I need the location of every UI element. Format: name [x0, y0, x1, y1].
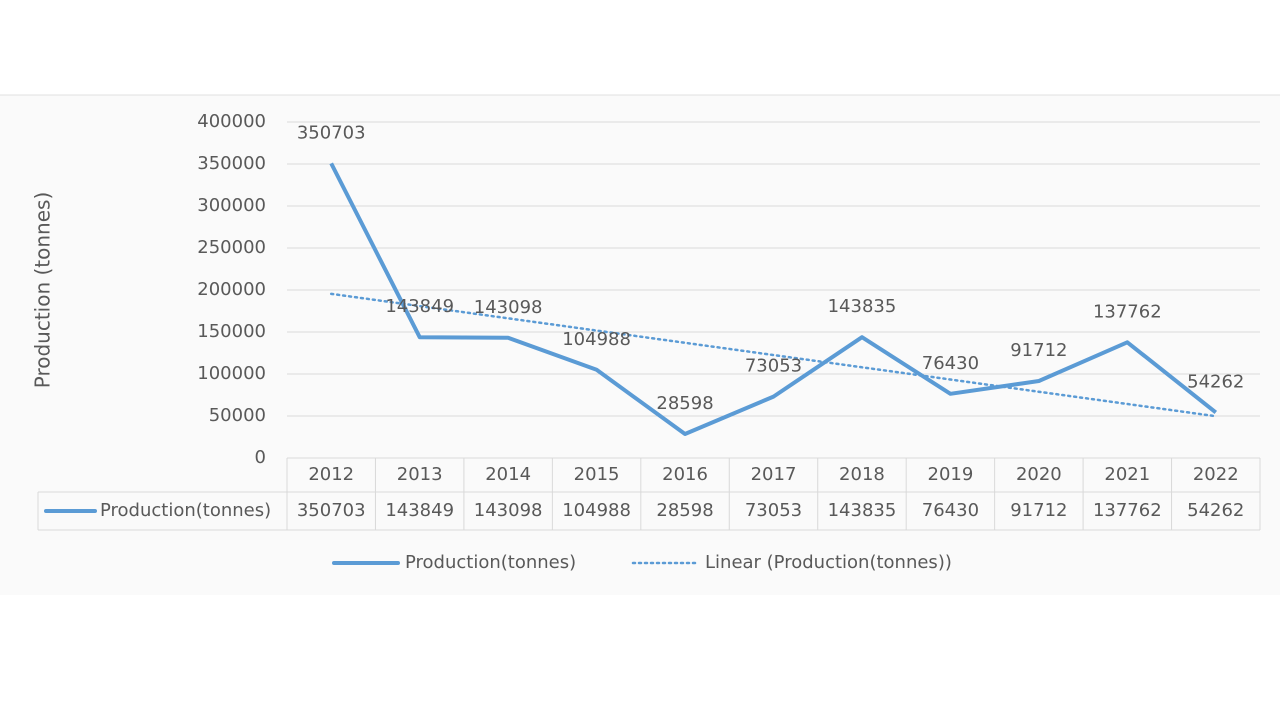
x-tick-label: 2022: [1193, 464, 1239, 485]
data-label: 143098: [474, 297, 543, 318]
x-tick-label: 2013: [397, 464, 443, 485]
table-value: 104988: [562, 500, 631, 521]
data-label: 350703: [297, 122, 366, 143]
legend-label: Linear (Production(tonnes)): [705, 552, 952, 573]
data-label: 54262: [1187, 371, 1244, 392]
trendline: [329, 292, 1218, 418]
y-tick-label: 250000: [197, 237, 266, 258]
x-tick-label: 2017: [751, 464, 797, 485]
x-tick-label: 2016: [662, 464, 708, 485]
table-value: 54262: [1187, 500, 1244, 521]
data-label: 104988: [562, 329, 631, 350]
y-tick-label: 300000: [197, 195, 266, 216]
table-value: 91712: [1010, 500, 1067, 521]
table-series-name: Production(tonnes): [100, 500, 271, 521]
x-tick-label: 2015: [574, 464, 620, 485]
x-tick-label: 2021: [1104, 464, 1150, 485]
x-tick-label: 2012: [308, 464, 354, 485]
series-line: [329, 162, 1218, 436]
table-value: 143849: [385, 500, 454, 521]
legend-label: Production(tonnes): [405, 552, 576, 573]
y-tick-label: 100000: [197, 363, 266, 384]
table-value: 143098: [474, 500, 543, 521]
y-tick-label: 200000: [197, 279, 266, 300]
x-tick-label: 2019: [928, 464, 974, 485]
table-value: 350703: [297, 500, 366, 521]
data-label: 137762: [1093, 301, 1162, 322]
table-value: 137762: [1093, 500, 1162, 521]
data-label: 91712: [1010, 340, 1067, 361]
table-value: 28598: [656, 500, 713, 521]
y-axis-label: Production (tonnes): [31, 192, 55, 389]
data-label: 143849: [385, 296, 454, 317]
x-tick-label: 2020: [1016, 464, 1062, 485]
table-value: 76430: [922, 500, 979, 521]
y-tick-label: 350000: [197, 153, 266, 174]
y-tick-label: 400000: [197, 111, 266, 132]
x-tick-label: 2014: [485, 464, 531, 485]
y-tick-label: 50000: [209, 405, 266, 426]
data-label: 73053: [745, 356, 802, 377]
chart-area: [0, 95, 1280, 595]
data-label: 76430: [922, 353, 979, 374]
data-label: 28598: [656, 393, 713, 414]
y-tick-label: 150000: [197, 321, 266, 342]
table-value: 73053: [745, 500, 802, 521]
x-tick-label: 2018: [839, 464, 885, 485]
table-value: 143835: [828, 500, 897, 521]
y-tick-label: 0: [255, 447, 266, 468]
data-label: 143835: [828, 296, 897, 317]
